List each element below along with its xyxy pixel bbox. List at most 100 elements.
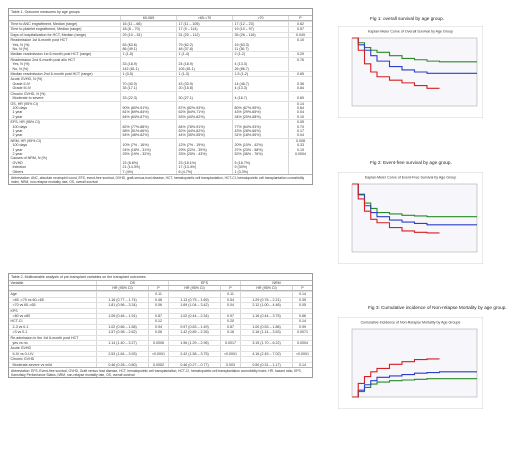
table1-cell: 4 (13.3) 26 (86.7) xyxy=(233,57,289,72)
table2-row-label: <80 vs ≥80 xyxy=(9,314,97,319)
figure3-caption: Fig 3: Cumulative incidence of Non-relap… xyxy=(368,305,507,310)
figure1-overall-survival-chart: Kaplan-Meier Curve of Overall Survival b… xyxy=(338,26,483,118)
table1-cell: 29 (10 – 51) xyxy=(121,32,177,38)
table1-header-cell: P xyxy=(299,15,302,20)
table2-sub-header-cell: P xyxy=(221,286,241,291)
table2-group-header-row: Variable OS EFS NRM xyxy=(9,280,312,286)
table1-cell: 19 (63.3) 11 (36.7) xyxy=(233,38,289,52)
table2-cell xyxy=(97,357,149,362)
table1-row: EFS, HR (95% CI) 100 days 1 year 2 year … xyxy=(9,119,312,138)
table2-cell xyxy=(221,335,241,341)
table1-row: OS, HR (95% CI) 100 days 1 year 2 year 9… xyxy=(9,100,312,120)
table1-cell: 20% (10% - 42%) 37% (23% - 58%) 52% (36%… xyxy=(233,138,289,174)
table2-row: Acute GVHD xyxy=(9,345,312,351)
table2-cell xyxy=(241,335,293,341)
table2-cell: <0.0001 xyxy=(295,351,310,356)
table2-row-label: >3 vs 0-1 xyxy=(9,330,97,335)
table1-row: Time to platelet engraftment, Median (ra… xyxy=(9,26,312,32)
table1-cell: 0.29 xyxy=(297,52,304,57)
table2-sub-header-cell: HR (95% CI) xyxy=(97,286,149,291)
table1-caption: Table 1. Outcome measures by age groups xyxy=(9,9,312,16)
table2-sub-header-row: HR (95% CI) P HR (95% CI) P HR (95% CI) … xyxy=(9,286,312,292)
table2-cell xyxy=(293,336,312,340)
table2-cell xyxy=(241,357,293,362)
table2-row-label: HCT-CI xyxy=(9,319,97,324)
table1-cell: 17 (12 – 23) xyxy=(233,22,289,27)
table2-row-label: II-IV vs 0-I-IV xyxy=(9,351,97,357)
table2-row: Chronic GVHD xyxy=(9,356,312,362)
table2-cell: 0.12 xyxy=(149,319,169,324)
table2-cell: 1.00 (0.53 – 1.86) xyxy=(241,324,293,330)
table1-cell: 0.62 xyxy=(297,22,304,26)
table1-cell: 0.008 0.33 0.19 0.0004 xyxy=(295,138,306,156)
table2-cell xyxy=(221,357,241,362)
table2-cell xyxy=(149,346,169,351)
table1-cell: 1 (1-5) xyxy=(121,52,177,57)
table2-row-label: >70 vs 60-<65 xyxy=(9,303,97,308)
table2-cell xyxy=(169,346,221,351)
table2-row-label: Re-admission in the 1st 6-month post HCT xyxy=(9,335,97,341)
table1-cell: 33 (22.3) xyxy=(121,91,177,101)
table1-cell: 1 (0-5) xyxy=(121,72,177,77)
table2-cell xyxy=(97,308,149,314)
table2-cell: 0.97 xyxy=(221,314,241,319)
table2-cell xyxy=(169,357,221,362)
table2-cell xyxy=(97,335,149,341)
table2-row: HCT-CI 0.12 0.20 0.14 xyxy=(9,318,312,324)
table2-cell: 0.14 xyxy=(299,362,306,367)
figure1-caption: Fig 1: overall survival by age group. xyxy=(370,16,444,21)
table2-cell: 0.0052 xyxy=(149,362,169,368)
table2-cell: 2.53 (1.64 – 3.93) xyxy=(97,351,149,357)
plot-area xyxy=(351,328,478,398)
table1-row-label: Readmission 1st 6-month post HCT Yes, N … xyxy=(9,38,121,52)
table1-header-row: 60-065 >65-<70 >70 P xyxy=(9,15,312,21)
series-line xyxy=(352,37,477,74)
table2-cell xyxy=(97,346,149,351)
table1-cell: 0.76 xyxy=(297,57,304,62)
table1-row-label: EFS, HR (95% CI) 100 days 1 year 2 year xyxy=(9,120,121,138)
table2-row: Age 0.11 0.11 0.14 xyxy=(9,291,312,297)
table2-cell: 1.02 (0.44 – 2.34) xyxy=(169,314,221,319)
figure2-caption: Fig 2: Event-free survival by age group. xyxy=(370,160,452,165)
table1-row-label: Median readmission 1st 6-month post HCT … xyxy=(9,52,121,57)
table1-cell: 1 (1-4) xyxy=(177,52,233,57)
table1-cell: 2 (1-2) xyxy=(233,52,289,57)
chart-title: Kaplan-Meier Curve of Event-Free Surviva… xyxy=(365,176,456,180)
table1-row: Median readmission 1st 6-month post HCT … xyxy=(9,51,312,57)
chart-title: Kaplan-Meier Curve of Overall Survival b… xyxy=(368,30,453,34)
table1-cell: 79 (62.2) 48 (37.8) xyxy=(177,38,233,52)
table2-cell: 0.20 xyxy=(221,319,241,324)
table2-row: >3 vs 0-1 1.57 (0.98 – 2.62) 0.06 1.42 (0.8… xyxy=(9,329,312,335)
table2-cell: 0.50 (0.31 – 1.17) xyxy=(241,362,293,368)
table1-cell: 0.65 xyxy=(297,72,304,77)
table2-cell xyxy=(241,319,293,324)
table2-cell: 1.02 (0.66 – 1.58) xyxy=(97,324,149,330)
table1-cell: 80% (67%-95%) 43% (29%-65%) 34% (20%-58%… xyxy=(233,101,289,120)
table1-row-label: Chronic GVHD, N (%) Moderate to severe xyxy=(9,91,121,101)
table2-cell: 1.69 (1.04 – 3.42) xyxy=(169,303,221,308)
table1-cell: 0.10 xyxy=(297,38,304,43)
table2-cell: 1.13 (0.75 – 1.69) xyxy=(169,297,221,303)
table2-body: Age 0.11 0.11 0.14 >65 -<70 vs 60-<65 1.16 (… xyxy=(9,291,312,368)
table1-row-label: Time to ANC engraftment, Median (range) xyxy=(9,22,121,27)
table2-cell xyxy=(169,292,221,297)
table2-cell: <0.0001 xyxy=(221,351,241,357)
table2-cell: 1.57 (0.98 – 2.62) xyxy=(97,330,149,335)
table2-cell xyxy=(169,308,221,314)
table2-cell: 1.16 (0.44 – 3.75) xyxy=(241,314,293,319)
table2-row: >65 -<70 vs 60-<65 1.16 (0.77 – 1.74) 0.48… xyxy=(9,296,312,303)
table1-row-label: Time to platelet engraftment, Median (ra… xyxy=(9,27,121,32)
table2-row: yes vs no 1.14 (1.40 – 3.27) 0.0006 1.96 (1… xyxy=(9,340,312,346)
table1-cell: 4 (16.7) xyxy=(233,91,289,101)
table1-cell: 1 (1-3) xyxy=(177,72,233,77)
table1-row: Days of hospitalization for HCT, Median … xyxy=(9,31,312,38)
table2-cell xyxy=(149,308,169,314)
table2-sub-header-cell: HR (95% CI) xyxy=(169,286,221,291)
table2-cell xyxy=(169,319,221,324)
table1-cell: 70 (40.0) 35 (17.1) xyxy=(121,77,177,91)
table2-cell: 0.54 xyxy=(221,297,241,303)
table2-header-efs: EFS xyxy=(169,280,241,285)
table2-cell: 1.16 (0.77 – 1.74) xyxy=(97,297,149,303)
table1-cell: 90% (80%-91%) 81% (69%-84%) 64% (64%-67%… xyxy=(121,101,177,120)
table1-footnote: Abbreviation: ANC, absolute neutrophil c… xyxy=(9,174,312,184)
